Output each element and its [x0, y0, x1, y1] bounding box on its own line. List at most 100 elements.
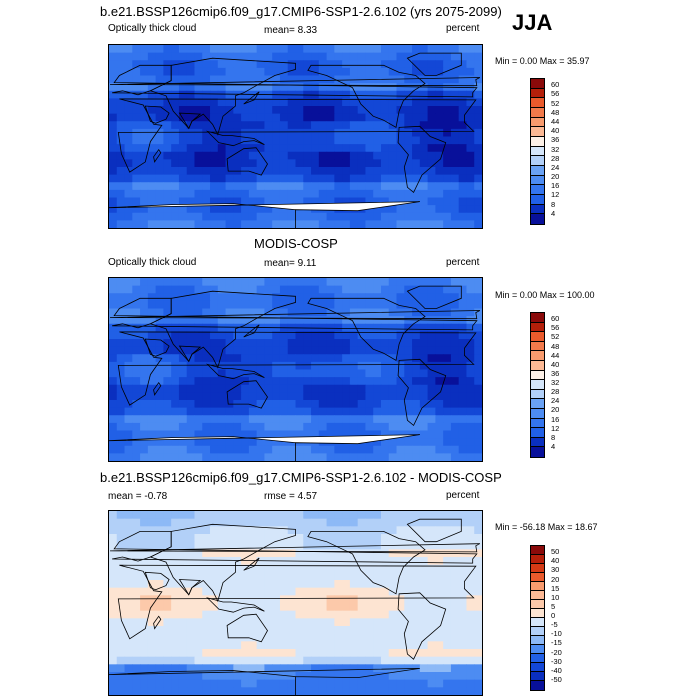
- contour-cell: [171, 323, 180, 332]
- contour-cell: [458, 159, 467, 168]
- contour-cell: [349, 106, 359, 115]
- contour-cell: [295, 679, 304, 688]
- contour-cell: [109, 369, 118, 378]
- contour-cell: [357, 626, 366, 635]
- contour-cell: [171, 672, 180, 681]
- contour-cell: [412, 687, 421, 695]
- contour-cell: [474, 361, 482, 371]
- contour-cell: [178, 369, 188, 378]
- contour-cell: [202, 438, 211, 447]
- contour-cell: [458, 407, 467, 416]
- contour-cell: [318, 580, 328, 589]
- contour-cell: [458, 518, 467, 527]
- contour-cell: [264, 361, 273, 371]
- contour-cell: [124, 430, 133, 439]
- contour-cell: [264, 75, 273, 84]
- contour-cell: [256, 136, 265, 145]
- contour-cell: [326, 220, 335, 228]
- contour-cell: [458, 67, 467, 77]
- contour-cell: [334, 603, 343, 612]
- contour-cell: [155, 511, 164, 520]
- contour-cell: [109, 339, 118, 348]
- contour-cell: [326, 641, 335, 650]
- contour-cell: [194, 98, 203, 107]
- contour-cell: [388, 144, 398, 153]
- contour-cell: [248, 664, 258, 673]
- contour-cell: [419, 377, 429, 386]
- contour-cell: [311, 641, 320, 650]
- contour-cell: [155, 182, 164, 191]
- contour-cell: [155, 45, 164, 54]
- contour-cell: [147, 580, 157, 589]
- contour-cell: [380, 83, 390, 92]
- contour-cell: [248, 339, 258, 348]
- contour-cell: [248, 128, 258, 138]
- contour-cell: [435, 189, 444, 199]
- contour-cell: [109, 60, 118, 69]
- panel-2-title: MODIS-COSP: [254, 236, 338, 251]
- contour-cell: [396, 595, 405, 604]
- contour-cell: [116, 445, 126, 454]
- contour-cell: [264, 308, 273, 317]
- contour-cell: [450, 557, 460, 566]
- colorbar-tick-label: 48: [551, 341, 560, 351]
- contour-cell: [334, 595, 343, 604]
- contour-cell: [202, 182, 211, 191]
- contour-cell: [140, 197, 149, 206]
- contour-cell: [256, 664, 265, 673]
- contour-cell: [419, 384, 429, 393]
- contour-cell: [458, 587, 467, 596]
- panel-3-units-label: percent: [446, 490, 480, 501]
- contour-cell: [248, 587, 258, 596]
- contour-cell: [171, 167, 180, 176]
- contour-cell: [412, 189, 421, 199]
- contour-cell: [342, 113, 351, 122]
- contour-cell: [326, 308, 335, 317]
- contour-cell: [256, 197, 265, 206]
- contour-cell: [147, 167, 157, 176]
- contour-cell: [396, 106, 405, 115]
- contour-cell: [225, 664, 234, 673]
- contour-cell: [474, 159, 482, 168]
- contour-cell: [427, 557, 436, 566]
- contour-cell: [272, 407, 281, 416]
- contour-cell: [155, 430, 164, 439]
- contour-cell: [342, 331, 351, 340]
- contour-cell: [194, 687, 203, 695]
- contour-cell: [311, 549, 320, 558]
- contour-cell: [380, 641, 390, 650]
- contour-cell: [373, 197, 382, 206]
- contour-cell: [427, 377, 436, 386]
- contour-cell: [272, 197, 281, 206]
- contour-cell: [210, 98, 219, 107]
- contour-cell: [342, 212, 351, 221]
- contour-cell: [116, 316, 126, 325]
- contour-cell: [295, 300, 304, 310]
- contour-cell: [248, 121, 258, 130]
- contour-cell: [458, 400, 467, 409]
- contour-cell: [474, 151, 482, 160]
- contour-cell: [474, 182, 482, 191]
- contour-cell: [334, 136, 343, 145]
- contour-cell: [225, 511, 234, 520]
- contour-cell: [147, 293, 157, 302]
- contour-cell: [466, 633, 475, 642]
- colorbar-swatch: [531, 437, 544, 448]
- contour-cell: [311, 572, 320, 581]
- contour-cell: [163, 339, 172, 348]
- contour-cell: [373, 518, 382, 527]
- contour-cell: [109, 595, 118, 604]
- contour-cell: [124, 205, 133, 214]
- colorbar-tick-label: 24: [551, 396, 560, 406]
- colorbar-tick-label: -40: [551, 665, 562, 675]
- contour-cell: [116, 151, 126, 160]
- contour-cell: [109, 308, 118, 317]
- contour-cell: [178, 144, 188, 153]
- contour-cell: [210, 167, 219, 176]
- contour-cell: [396, 52, 405, 61]
- contour-cell: [140, 656, 149, 665]
- contour-cell: [264, 300, 273, 310]
- contour-cell: [194, 83, 203, 92]
- contour-cell: [373, 67, 382, 77]
- contour-cell: [116, 633, 126, 642]
